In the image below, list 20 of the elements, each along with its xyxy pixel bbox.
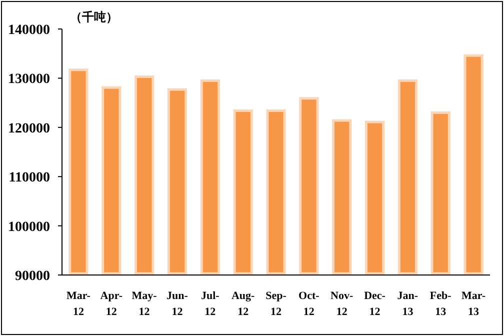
x-tick-label: May-12 xyxy=(132,290,158,318)
x-tick-label: Feb-13 xyxy=(430,290,452,318)
y-tick-label: 110000 xyxy=(8,170,50,186)
x-tick-label: Jun-12 xyxy=(166,290,188,318)
x-tick-label: Aug-12 xyxy=(231,290,256,318)
x-tick-label: Jul-12 xyxy=(200,290,220,318)
x-tick-label: Oct-12 xyxy=(298,290,320,318)
x-tick-label: Mar-13 xyxy=(462,290,486,318)
x-tick-label: Mar-12 xyxy=(66,290,91,318)
y-tick-label: 90000 xyxy=(15,269,50,284)
x-tick-label: Dec-12 xyxy=(364,290,386,318)
x-tick-label: Sep-12 xyxy=(266,290,287,318)
y-tick-label: 140000 xyxy=(8,23,50,38)
y-tick-label: 100000 xyxy=(8,220,50,235)
x-tick-label: Nov-12 xyxy=(330,290,354,318)
y-tick-label: 130000 xyxy=(8,72,50,88)
y-tick-label: 120000 xyxy=(8,121,50,136)
y-axis-title: （千吨） xyxy=(70,10,118,24)
x-tick-label: Apr-12 xyxy=(100,290,123,318)
x-tick-label: Jan-13 xyxy=(397,290,418,318)
